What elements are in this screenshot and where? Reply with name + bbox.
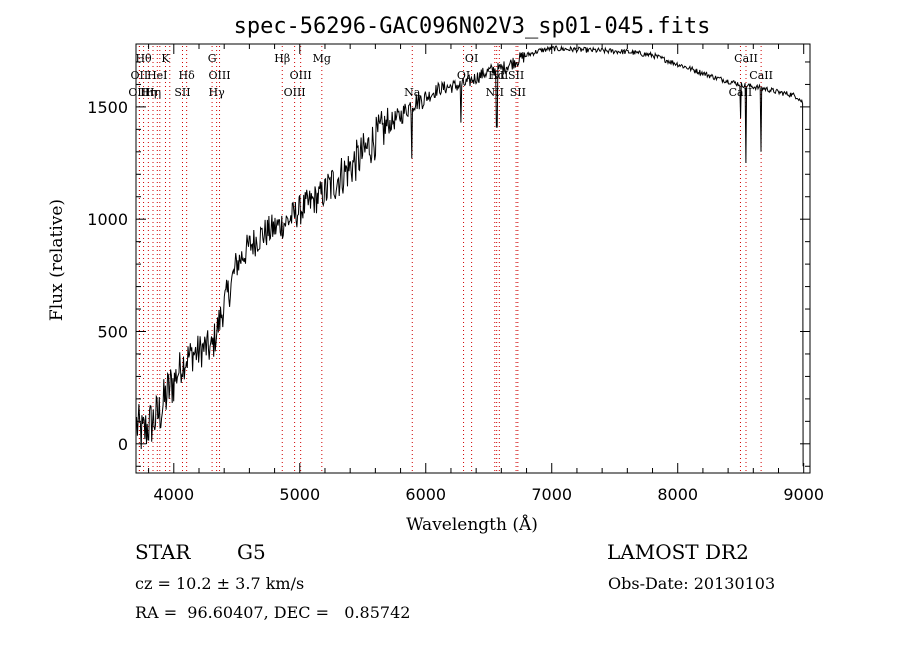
line-marker-label: OIII xyxy=(128,86,150,99)
line-marker-label: OI xyxy=(457,69,470,82)
line-marker-label: Hγ xyxy=(209,86,226,99)
line-marker-label: K xyxy=(161,52,170,65)
x-tick-label: 7000 xyxy=(531,485,572,504)
line-marker-label: OIII xyxy=(290,69,312,82)
line-marker-label: SII xyxy=(510,86,526,99)
line-marker-label: SII xyxy=(508,69,524,82)
redshift-text: cz = 10.2 ± 3.7 km/s xyxy=(135,574,305,593)
line-marker-label: Hη xyxy=(140,86,156,99)
line-labels: OIIOIIIHθHηHηHeIKSIIHδGHγOIIIHβOIIIOIIIM… xyxy=(128,52,773,99)
line-marker-label: G xyxy=(208,52,217,65)
survey-name: LAMOST DR2 xyxy=(607,540,749,564)
x-tick-label: 6000 xyxy=(405,485,446,504)
y-axis: 0 500 1000 1500 xyxy=(87,61,810,467)
y-tick-label: 500 xyxy=(97,322,128,341)
y-tick-label: 0 xyxy=(118,435,128,454)
line-markers xyxy=(138,46,762,473)
line-marker-label: NII xyxy=(486,86,504,99)
line-marker-label: CaII xyxy=(749,69,773,82)
line-marker-label: Hβ xyxy=(274,52,290,65)
line-marker-label: HeI xyxy=(147,69,167,82)
line-marker-label: SII xyxy=(174,86,190,99)
line-marker-label: Hθ xyxy=(135,52,152,65)
line-marker-label: OII xyxy=(131,69,149,82)
line-marker-label: Mg xyxy=(313,52,331,65)
line-marker-label: CaII xyxy=(734,52,758,65)
plot-frame xyxy=(135,43,811,474)
y-tick-label: 1000 xyxy=(87,210,128,229)
object-class: STAR xyxy=(135,540,191,564)
y-tick-label: 1500 xyxy=(87,98,128,117)
subclass: G5 xyxy=(237,540,266,564)
coordinates-text: RA = 96.60407, DEC = 0.85742 xyxy=(135,603,411,622)
line-marker-label: Hη xyxy=(145,86,161,99)
line-marker-label: Hδ xyxy=(179,69,196,82)
line-marker-label: OIII xyxy=(208,69,230,82)
x-tick-label: 9000 xyxy=(783,485,824,504)
line-marker-label: OIII xyxy=(284,86,306,99)
x-axis-label: Wavelength (Å) xyxy=(406,514,538,535)
y-axis-label: Flux (relative) xyxy=(47,199,67,321)
x-tick-label: 4000 xyxy=(153,485,194,504)
chart-title: spec-56296-GAC096N02V3_sp01-045.fits xyxy=(234,14,711,39)
x-tick-label: 5000 xyxy=(279,485,320,504)
x-axis: 4000 5000 6000 7000 8000 9000 xyxy=(148,44,824,504)
line-marker-label: OI xyxy=(465,52,478,65)
x-tick-label: 8000 xyxy=(657,485,698,504)
spectrum-chart: spec-56296-GAC096N02V3_sp01-045.fits OII… xyxy=(47,14,824,535)
spectrum-line xyxy=(136,44,804,467)
obs-date-text: Obs-Date: 20130103 xyxy=(608,574,776,593)
